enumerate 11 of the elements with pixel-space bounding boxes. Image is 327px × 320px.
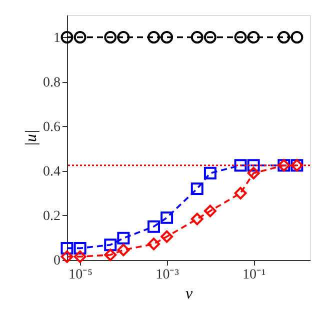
y-tick-label: 0.8 [43,75,60,90]
y-tick-label: 0.4 [43,164,60,180]
x-tick-label: 10⁻³ [156,268,179,282]
x-tick-label: 10⁻⁵ [68,268,93,282]
y-tick-label: 0 [54,254,60,268]
x-tick-label: 10⁻¹ [242,268,266,282]
y-tick-label: 0.6 [43,120,60,135]
y-tick-label: 1 [54,30,60,46]
y-tick-label: 0.2 [43,208,60,224]
y-axis-title: |u| [23,130,40,146]
x-axis-title: ν [185,286,194,302]
